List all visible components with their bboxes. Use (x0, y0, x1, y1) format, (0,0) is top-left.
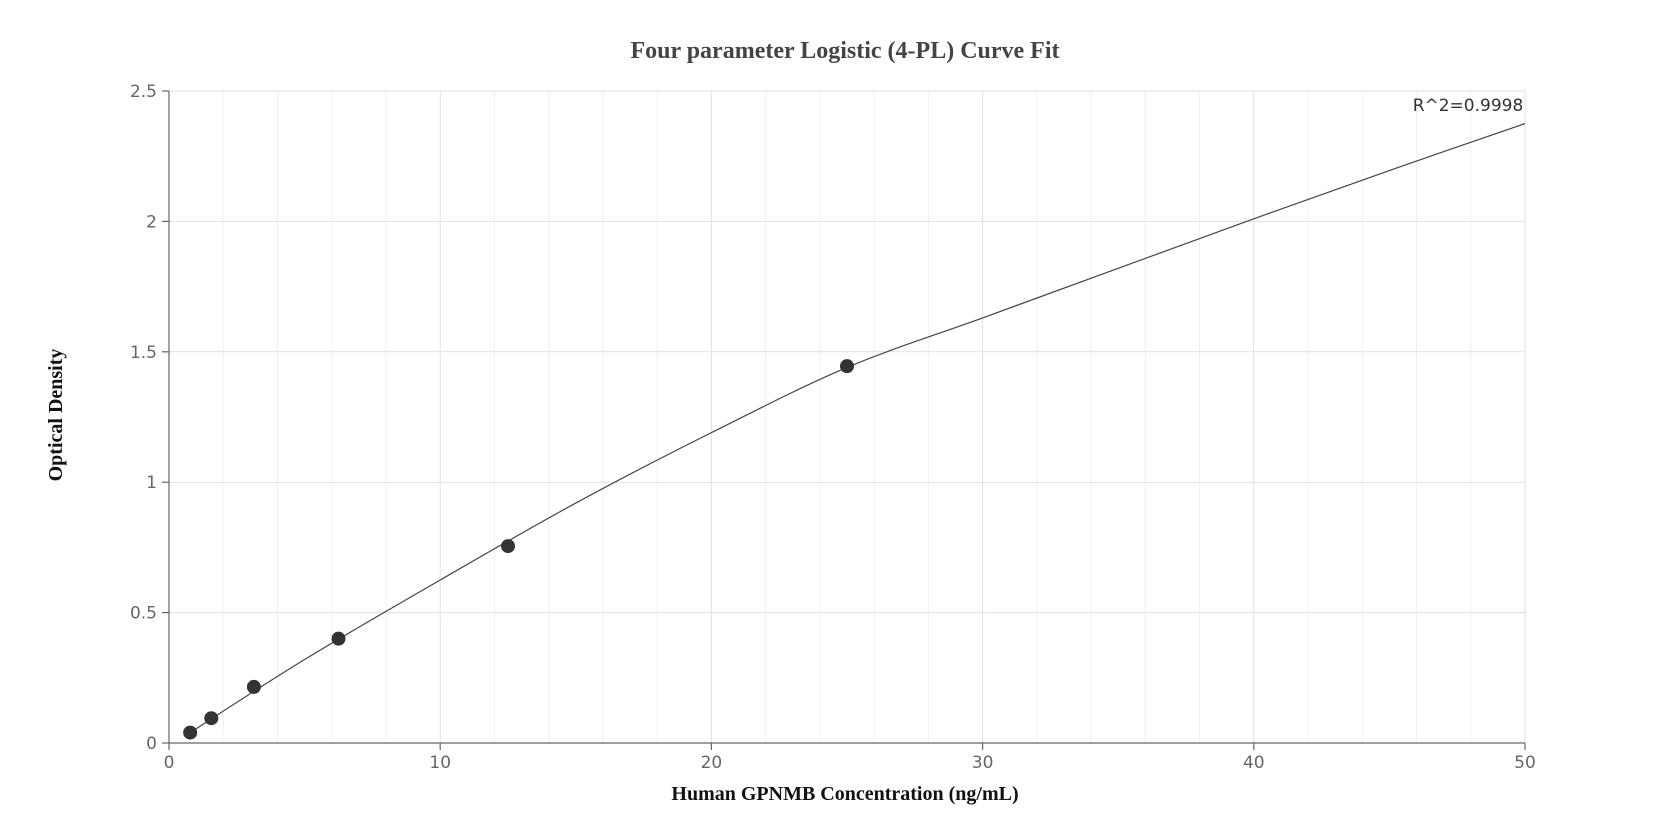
fit-curve-layer (189, 123, 1526, 734)
y-tick-label: 1.5 (130, 343, 157, 363)
x-tick-label: 50 (1514, 753, 1536, 773)
data-point (183, 725, 198, 740)
data-point (204, 711, 219, 726)
data-point (501, 539, 515, 554)
tick-labels: 0 10 20 30 40 50 0 0.5 1 1.5 2 2.5 (130, 82, 1536, 773)
data-point (331, 631, 346, 646)
x-tick-label: 10 (429, 753, 451, 773)
x-tick-label: 0 (164, 753, 175, 773)
axes (162, 90, 1526, 750)
fit-curve (189, 123, 1526, 734)
x-tick-label: 40 (1243, 753, 1265, 773)
x-tick-label: 30 (972, 753, 994, 773)
chart-title: Four parameter Logistic (4-PL) Curve Fit (630, 38, 1059, 64)
x-axis-label: Human GPNMB Concentration (ng/mL) (671, 783, 1018, 805)
y-tick-label: 2.5 (130, 82, 157, 102)
data-point (246, 679, 261, 694)
r-squared-annotation: R^2=0.9998 (1413, 96, 1524, 116)
y-tick-label: 2 (146, 212, 157, 232)
annotations: R^2=0.9998 (1413, 96, 1524, 116)
grid (169, 90, 1526, 743)
data-points (183, 359, 854, 740)
x-tick-label: 20 (701, 753, 723, 773)
y-tick-label: 0 (146, 734, 157, 754)
y-tick-label: 1 (146, 473, 157, 493)
y-axis-label: Optical Density (45, 349, 67, 482)
y-tick-label: 0.5 (130, 604, 157, 624)
data-point (840, 359, 854, 374)
